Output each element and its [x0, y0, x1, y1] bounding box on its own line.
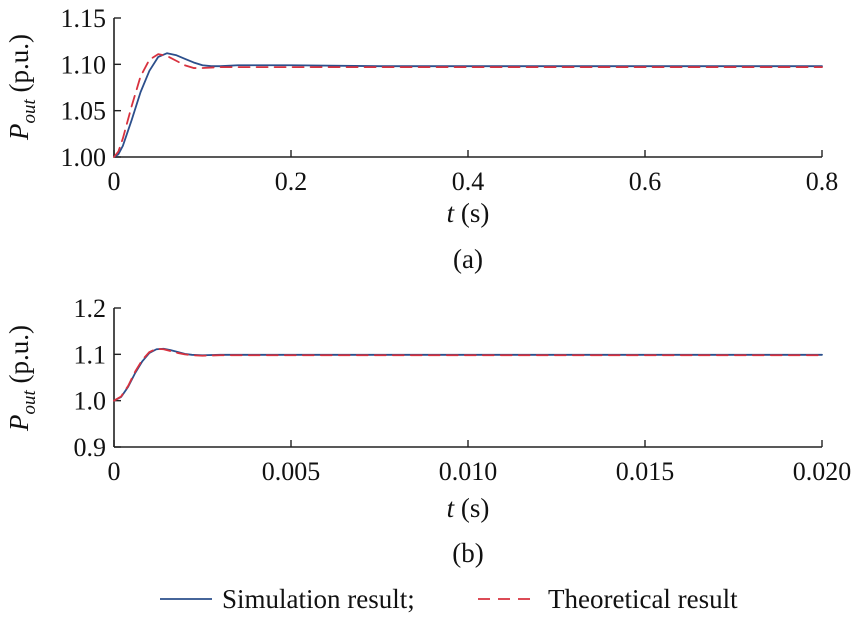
y-axis-unit-b: (p.u.) — [4, 325, 34, 390]
legend: Simulation result; Theoretical result — [160, 584, 738, 614]
panel-label-a: (a) — [453, 244, 483, 274]
y-axis-unit-a: (p.u.) — [4, 34, 34, 99]
y-tick-label-b: 0.9 — [74, 433, 107, 462]
legend-text-simulation: Simulation result — [222, 584, 408, 614]
x-axis-var-b: t — [447, 493, 456, 523]
y-axis-sub-a: out — [19, 99, 40, 124]
x-axis-title-a: t (s) — [447, 198, 490, 228]
x-tick-label-b: 0.010 — [439, 457, 498, 486]
series-line-simulation-result-b — [113, 347, 823, 402]
y-axis-title-a: Pout (p.u.) — [4, 34, 40, 141]
series-line-simulation-result-a — [113, 52, 823, 158]
legend-label-simulation: Simulation result; — [222, 584, 415, 614]
y-axis-sub-b: out — [19, 390, 40, 415]
y-tick-label-b: 1.2 — [74, 294, 107, 323]
chart-panel-a: Pout (p.u.) t (s) (a) 1.00 1.05 1.10 1.15 0 0… — [4, 4, 838, 274]
y-tick-label-a: 1.15 — [61, 4, 107, 33]
x-tick-label-b: 0.015 — [616, 457, 675, 486]
x-axis-var-a: t — [447, 198, 456, 228]
x-tick-label-a: 0.4 — [452, 167, 485, 196]
x-tick-label-a: 0 — [108, 167, 121, 196]
y-tick-label-a: 1.05 — [61, 97, 107, 126]
x-tick-label-b: 0.020 — [793, 457, 852, 486]
y-axis-var-b: P — [4, 415, 34, 433]
x-tick-label-a: 0.6 — [629, 167, 662, 196]
legend-separator: ; — [407, 584, 415, 614]
y-tick-label-b: 1.0 — [74, 387, 107, 416]
chart-panel-b: Pout (p.u.) t (s) (b) 0.9 1.0 1.1 1.2 0 0.005… — [4, 294, 851, 568]
x-tick-label-a: 0.2 — [275, 167, 308, 196]
panel-label-b: (b) — [452, 538, 483, 568]
y-tick-label-a: 1.10 — [61, 50, 107, 79]
y-axis-title-b: Pout (p.u.) — [4, 325, 40, 432]
series-line-theoretical-result-a — [113, 53, 823, 158]
series-line-theoretical-result-b — [113, 347, 823, 402]
x-tick-label-a: 0.8 — [806, 167, 839, 196]
x-axis-unit-b: (s) — [454, 493, 489, 523]
x-tick-label-b: 0.005 — [262, 457, 321, 486]
y-tick-label-a: 1.00 — [61, 143, 107, 172]
y-tick-label-b: 1.1 — [74, 340, 107, 369]
x-axis-title-b: t (s) — [447, 493, 490, 523]
x-tick-label-b: 0 — [108, 457, 121, 486]
legend-label-theoretical: Theoretical result — [548, 584, 738, 614]
y-axis-var-a: P — [4, 124, 34, 142]
x-axis-unit-a: (s) — [454, 198, 489, 228]
